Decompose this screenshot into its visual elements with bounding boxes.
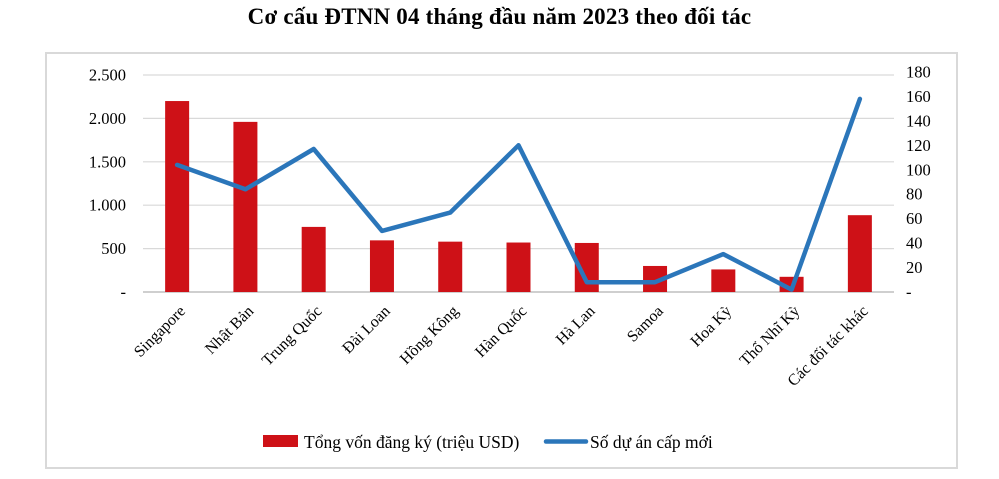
legend-bar-label: Tổng vốn đăng ký (triệu USD) bbox=[304, 432, 519, 452]
left-axis-tick-label: 500 bbox=[101, 239, 126, 258]
bar bbox=[165, 101, 190, 292]
left-axis-tick-label: 2.000 bbox=[89, 109, 126, 128]
x-axis-category-label: Samoa bbox=[624, 303, 667, 346]
combo-chart-canvas: - 500 1.000 1.500 2.000 2.500 - 20 40 60 80 100 120 1… bbox=[89, 63, 931, 453]
x-axis-category-label: Hồng Kông bbox=[397, 303, 462, 368]
x-axis-category-label: Đài Loan bbox=[339, 303, 393, 357]
chart-container: - 500 1.000 1.500 2.000 2.500 - 20 40 60 80 100 120 1… bbox=[45, 52, 958, 469]
chart-title: Cơ cấu ĐTNN 04 tháng đầu năm 2023 theo đ… bbox=[247, 4, 752, 29]
bar bbox=[233, 121, 258, 292]
x-axis-category-label: Thổ Nhĩ Kỳ bbox=[737, 303, 804, 370]
x-axis-category-label: Singapore bbox=[131, 303, 189, 361]
x-axis-category-label: Hàn Quốc bbox=[472, 303, 530, 361]
left-axis-tick-label: - bbox=[121, 283, 127, 302]
legend-bar-swatch bbox=[263, 435, 298, 447]
bar bbox=[847, 215, 872, 292]
bar bbox=[506, 242, 531, 292]
right-axis-tick-label: 40 bbox=[906, 234, 923, 253]
left-axis-tick-label: 2.500 bbox=[89, 66, 126, 85]
bar bbox=[711, 269, 736, 292]
legend-line-label: Số dự án cấp mới bbox=[590, 432, 713, 452]
bar bbox=[438, 241, 463, 292]
projects-line bbox=[174, 96, 863, 292]
bar bbox=[301, 226, 326, 292]
right-axis-tick-label: 120 bbox=[906, 136, 931, 155]
bar bbox=[369, 240, 394, 292]
right-axis-tick-label: 80 bbox=[906, 185, 923, 204]
right-axis-tick-label: 60 bbox=[906, 209, 923, 228]
x-axis-category-label: Trung Quốc bbox=[259, 303, 326, 370]
right-axis-tick-label: - bbox=[906, 283, 912, 302]
x-axis-category-label: Hoa Kỳ bbox=[688, 303, 736, 351]
x-axis-category-label: Nhật Bản bbox=[202, 303, 257, 358]
left-axis-tick-label: 1.000 bbox=[89, 196, 126, 215]
right-axis-tick-label: 20 bbox=[906, 258, 923, 277]
right-axis-tick-label: 160 bbox=[906, 87, 931, 106]
right-axis-tick-label: 100 bbox=[906, 160, 931, 179]
right-axis-tick-label: 180 bbox=[906, 63, 931, 82]
right-axis-tick-label: 140 bbox=[906, 111, 931, 130]
x-axis-category-label: Hà Lan bbox=[553, 303, 599, 349]
left-axis-tick-label: 1.500 bbox=[89, 152, 126, 171]
